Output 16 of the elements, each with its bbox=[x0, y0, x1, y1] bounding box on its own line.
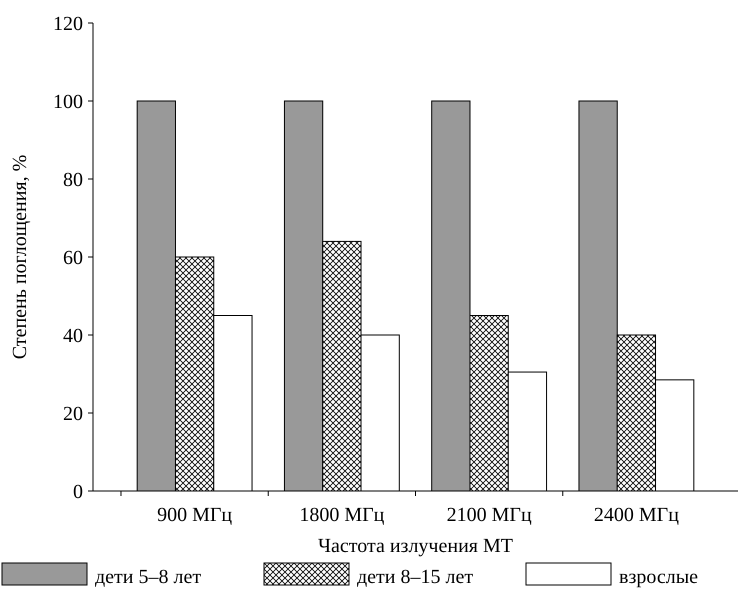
y-tick-label: 80 bbox=[63, 169, 83, 191]
x-tick-label: 2400 МГц bbox=[594, 504, 680, 526]
y-tick-label: 120 bbox=[53, 13, 83, 35]
x-axis-title: Частота излучения МТ bbox=[318, 535, 513, 557]
legend-label: взрослые bbox=[619, 566, 698, 588]
y-tick-label: 0 bbox=[73, 481, 83, 503]
x-tick-label: 2100 МГц bbox=[446, 504, 532, 526]
x-tick-label: 1800 МГц bbox=[299, 504, 385, 526]
y-tick-label: 40 bbox=[63, 325, 83, 347]
y-tick-label: 60 bbox=[63, 247, 83, 269]
y-tick-label: 100 bbox=[53, 91, 83, 113]
legend-label: дети 5–8 лет bbox=[95, 566, 202, 588]
y-axis-title: Степень поглощения, % bbox=[9, 154, 31, 360]
legend-label: дети 8–15 лет bbox=[357, 566, 474, 588]
x-tick-label: 900 МГц bbox=[157, 504, 232, 526]
y-tick-label: 20 bbox=[63, 403, 83, 425]
